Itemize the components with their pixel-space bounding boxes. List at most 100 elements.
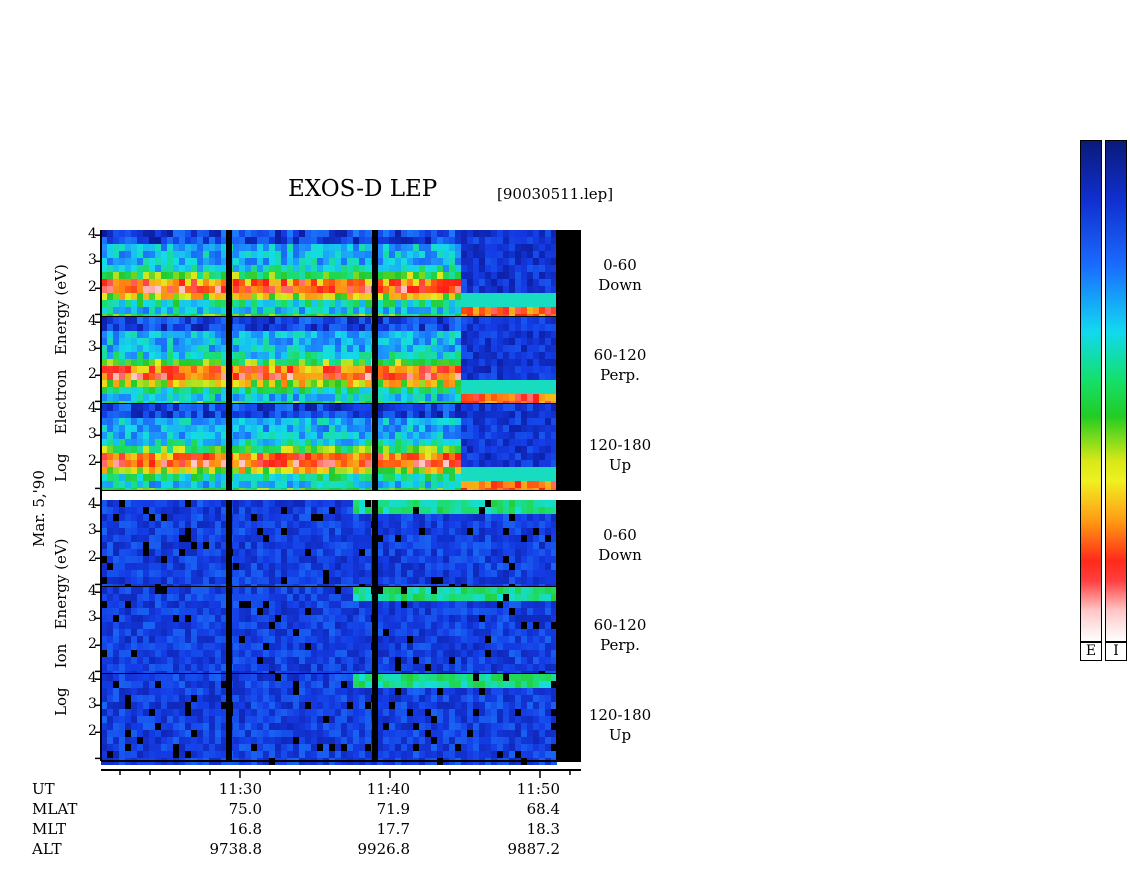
spectrogram-cell xyxy=(515,265,521,272)
spectrogram-cell xyxy=(305,467,311,474)
spectrogram-cell xyxy=(143,587,149,594)
spectrogram-cell xyxy=(269,293,275,300)
spectrogram-cell xyxy=(113,594,119,601)
spectrogram-cell xyxy=(395,286,401,293)
spectrogram-cell xyxy=(311,514,317,521)
spectrogram-cell xyxy=(383,317,389,324)
spectrogram-cell xyxy=(425,373,431,380)
spectrogram-cell xyxy=(131,460,137,467)
spectrogram-cell xyxy=(281,439,287,446)
spectrogram-cell xyxy=(287,657,293,664)
spectrogram-cell xyxy=(449,549,455,556)
spectrogram-cell xyxy=(347,467,353,474)
spectrogram-cell xyxy=(509,636,515,643)
spectrogram-cell xyxy=(215,237,221,244)
spectrogram-cell xyxy=(155,467,161,474)
spectrogram-cell xyxy=(347,418,353,425)
spectrogram-cell xyxy=(317,643,323,650)
spectrogram-cell xyxy=(509,338,515,345)
spectrogram-cell xyxy=(107,681,113,688)
spectrogram-cell xyxy=(119,394,125,401)
spectrogram-cell xyxy=(503,352,509,359)
spectrogram-cell xyxy=(125,643,131,650)
spectrogram-cell xyxy=(503,481,509,488)
spectrogram-cell xyxy=(233,251,239,258)
spectrogram-cell xyxy=(119,507,125,514)
spectrogram-cell xyxy=(365,622,371,629)
spectrogram-cell xyxy=(383,549,389,556)
spectrogram-cell xyxy=(263,549,269,556)
spectrogram-cell xyxy=(263,387,269,394)
spectrogram-cell xyxy=(251,279,257,286)
spectrogram-cell xyxy=(521,549,527,556)
spectrogram-cell xyxy=(551,474,557,481)
spectrogram-cell xyxy=(533,324,539,331)
spectrogram-cell xyxy=(185,432,191,439)
spectrogram-cell xyxy=(341,460,347,467)
spectrogram-cell xyxy=(311,636,317,643)
spectrogram-cell xyxy=(377,446,383,453)
spectrogram-cell xyxy=(509,439,515,446)
spectrogram-cell xyxy=(281,244,287,251)
spectrogram-cell xyxy=(269,230,275,237)
spectrogram-cell xyxy=(275,521,281,528)
spectrogram-cell xyxy=(185,622,191,629)
spectrogram-cell xyxy=(407,293,413,300)
spectrogram-cell xyxy=(179,380,185,387)
spectrogram-cell xyxy=(425,514,431,521)
spectrogram-cell xyxy=(215,500,221,507)
spectrogram-cell xyxy=(263,615,269,622)
spectrogram-cell xyxy=(299,453,305,460)
spectrogram-cell xyxy=(101,359,107,366)
spectrogram-cell xyxy=(305,338,311,345)
spectrogram-cell xyxy=(437,643,443,650)
spectrogram-cell xyxy=(467,293,473,300)
spectrogram-cell xyxy=(347,293,353,300)
spectrogram-cell xyxy=(251,404,257,411)
spectrogram-cell xyxy=(263,622,269,629)
spectrogram-cell xyxy=(101,521,107,528)
spectrogram-cell xyxy=(455,507,461,514)
spectrogram-cell xyxy=(179,615,185,622)
spectrogram-cell xyxy=(299,279,305,286)
spectrogram-cell xyxy=(155,352,161,359)
spectrogram-cell xyxy=(335,418,341,425)
spectrogram-cell xyxy=(461,411,467,418)
spectrogram-cell xyxy=(299,622,305,629)
spectrogram-cell xyxy=(137,380,143,387)
spectrogram-cell xyxy=(233,549,239,556)
spectrogram-cell xyxy=(161,577,167,584)
spectrogram-cell xyxy=(179,446,185,453)
spectrogram-cell xyxy=(389,404,395,411)
spectrogram-cell xyxy=(521,643,527,650)
spectrogram-cell xyxy=(101,688,107,695)
spectrogram-cell xyxy=(203,664,209,671)
spectrogram-cell xyxy=(239,237,245,244)
spectrogram-cell xyxy=(131,514,137,521)
spectrogram-cell xyxy=(209,467,215,474)
spectrogram-cell xyxy=(455,411,461,418)
spectrogram-cell xyxy=(527,500,533,507)
spectrogram-cell xyxy=(149,500,155,507)
spectrogram-cell xyxy=(167,474,173,481)
spectrogram-cell xyxy=(521,387,527,394)
spectrogram-cell xyxy=(155,643,161,650)
spectrogram-cell xyxy=(443,425,449,432)
spectrogram-cell xyxy=(113,418,119,425)
spectrogram-cell xyxy=(353,657,359,664)
spectrogram-cell xyxy=(521,514,527,521)
spectrogram-cell xyxy=(107,500,113,507)
spectrogram-cell xyxy=(233,425,239,432)
spectrogram-cell xyxy=(341,507,347,514)
spectrogram-cell xyxy=(383,629,389,636)
spectrogram-cell xyxy=(479,622,485,629)
spectrogram-cell xyxy=(449,542,455,549)
spectrogram-cell xyxy=(437,622,443,629)
spectrogram-cell xyxy=(479,467,485,474)
spectrogram-cell xyxy=(221,570,227,577)
spectrogram-cell xyxy=(191,387,197,394)
spectrogram-cell xyxy=(245,608,251,615)
spectrogram-cell xyxy=(389,446,395,453)
spectrogram-cell xyxy=(209,366,215,373)
spectrogram-cell xyxy=(479,500,485,507)
